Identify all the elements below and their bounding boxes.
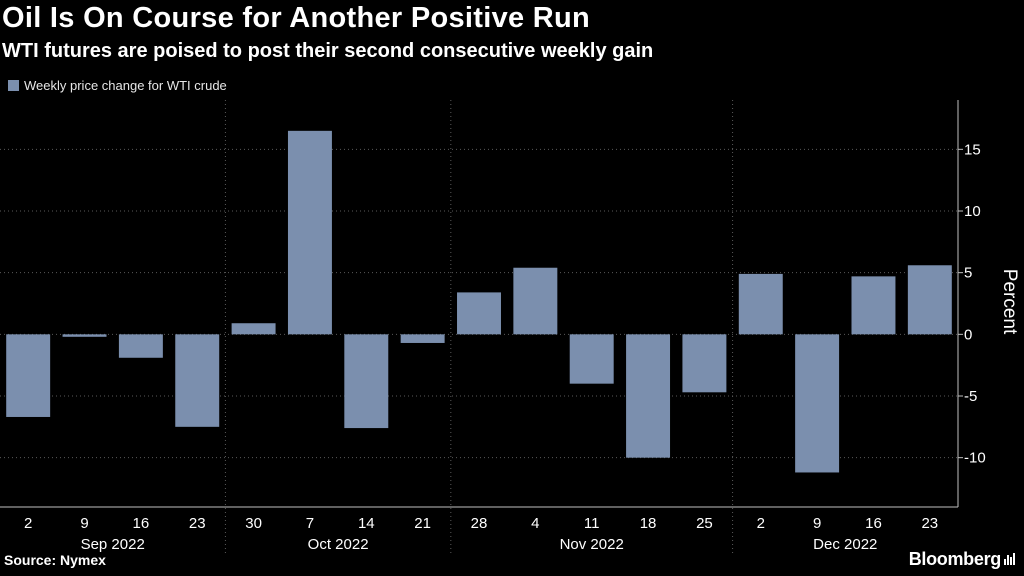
x-tick-label: 25: [696, 515, 713, 532]
y-axis-title: Percent: [999, 269, 1020, 335]
x-tick-label: 14: [358, 515, 375, 532]
bar: [62, 334, 107, 337]
x-tick-label: 2: [757, 515, 765, 532]
month-label: Oct 2022: [308, 536, 369, 553]
x-tick-label: 30: [245, 515, 262, 532]
bar: [626, 334, 671, 458]
x-tick-label: 21: [414, 515, 431, 532]
bar: [400, 334, 445, 343]
x-tick-label: 23: [921, 515, 938, 532]
month-label: Nov 2022: [560, 536, 624, 553]
month-label: Dec 2022: [813, 536, 877, 553]
x-tick-label: 16: [865, 515, 882, 532]
bar: [682, 334, 727, 393]
x-tick-label: 23: [189, 515, 206, 532]
x-tick-label: 28: [471, 515, 488, 532]
bars: [6, 130, 952, 473]
source-note: Source: Nymex: [4, 552, 106, 568]
bar: [231, 323, 276, 335]
y-tick-label: -5: [964, 388, 977, 405]
bar: [738, 273, 783, 335]
bar: [175, 334, 220, 427]
x-tick-label: 18: [640, 515, 657, 532]
y-tick-label: 15: [964, 141, 981, 158]
bar: [287, 130, 332, 335]
axes: 15 10 5 0 -5 -10 Percent 2 9 16 23 30 7 14 21 28 4 11 18 25…: [0, 100, 1020, 553]
bar: [344, 334, 389, 429]
legend-label: Weekly price change for WTI crude: [24, 78, 227, 93]
bar: [907, 265, 952, 335]
legend-swatch: [8, 80, 19, 91]
bar: [569, 334, 614, 384]
chart-legend: Weekly price change for WTI crude: [8, 78, 227, 93]
x-tick-label: 9: [813, 515, 821, 532]
y-tick-label: 0: [964, 326, 972, 343]
bar: [795, 334, 840, 473]
x-tick-label: 2: [24, 515, 32, 532]
x-tick-label: 11: [584, 515, 600, 532]
y-tick-label: -10: [964, 450, 986, 467]
bar: [118, 334, 163, 358]
bar: [6, 334, 51, 417]
x-tick-label: 4: [531, 515, 539, 532]
y-tick-label: 5: [964, 265, 972, 282]
brand-name: Bloomberg: [908, 549, 1002, 569]
month-label: Sep 2022: [81, 536, 145, 553]
bloomberg-logo: Bloomberg: [909, 549, 1016, 570]
bloomberg-mark-icon: [1004, 549, 1016, 570]
chart-subtitle: WTI futures are poised to post their sec…: [2, 40, 654, 62]
y-tick-label: 10: [964, 203, 981, 220]
x-tick-label: 9: [80, 515, 88, 532]
x-tick-label: 7: [306, 515, 314, 532]
bar: [851, 276, 896, 335]
chart-title: Oil Is On Course for Another Positive Ru…: [2, 2, 591, 34]
x-tick-label: 16: [133, 515, 150, 532]
bar: [513, 267, 558, 335]
bar: [457, 292, 501, 335]
